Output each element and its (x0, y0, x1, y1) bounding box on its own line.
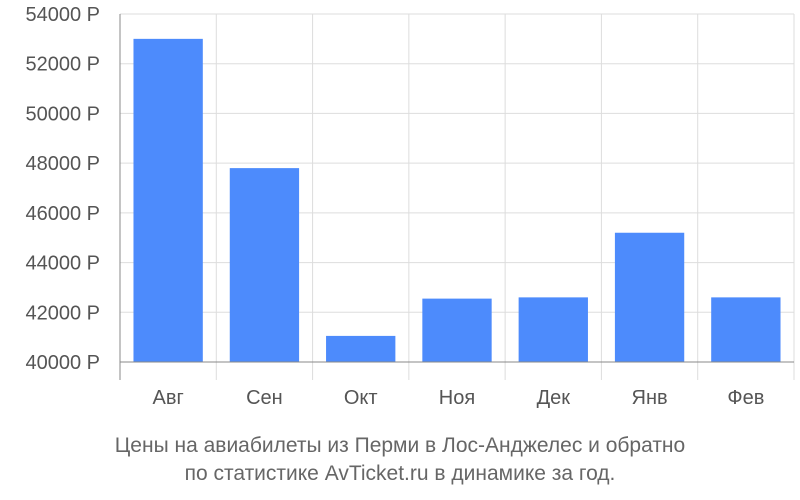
bar-7 (711, 297, 781, 362)
bars (133, 38, 781, 362)
x-tick-label: Янв (632, 387, 668, 409)
chart-caption-line-2: по статистике AvTicket.ru в динамике за … (184, 462, 616, 485)
price-bar-chart: 40000 Р 42000 Р 44000 Р 46000 Р 48000 Р 50000… (25, 4, 795, 409)
x-axis-tick-labels: Авг Сен Окт Ноя Дек Янв Фев (153, 387, 765, 409)
bar-6 (614, 232, 685, 362)
bar-4 (422, 298, 492, 362)
axes (119, 14, 794, 380)
x-tick-label: Сен (246, 387, 283, 409)
y-tick-label: 40000 Р (25, 352, 100, 374)
y-tick-label: 42000 Р (25, 302, 100, 324)
y-tick-label: 44000 Р (25, 253, 100, 275)
x-tick-label: Ноя (439, 387, 475, 409)
y-axis-tick-labels: 40000 Р 42000 Р 44000 Р 46000 Р 48000 Р 50000… (25, 4, 100, 374)
y-tick-label: 54000 Р (25, 4, 100, 26)
bar-1 (133, 38, 203, 362)
x-tick-label: Окт (344, 387, 378, 409)
bar-3 (326, 335, 396, 362)
y-tick-label: 48000 Р (25, 153, 100, 175)
x-tick-label: Фев (727, 387, 764, 409)
y-tick-label: 50000 Р (25, 103, 100, 125)
grid-lines (119, 13, 795, 380)
bar-2 (229, 168, 300, 362)
y-tick-label: 46000 Р (25, 203, 100, 225)
y-tick-label: 52000 Р (25, 54, 100, 76)
x-tick-label: Дек (537, 387, 571, 409)
bar-5 (518, 297, 588, 362)
chart-caption-line-1: Цены на авиабилеты из Перми в Лос-Анджел… (114, 434, 686, 457)
x-tick-label: Авг (153, 387, 184, 409)
